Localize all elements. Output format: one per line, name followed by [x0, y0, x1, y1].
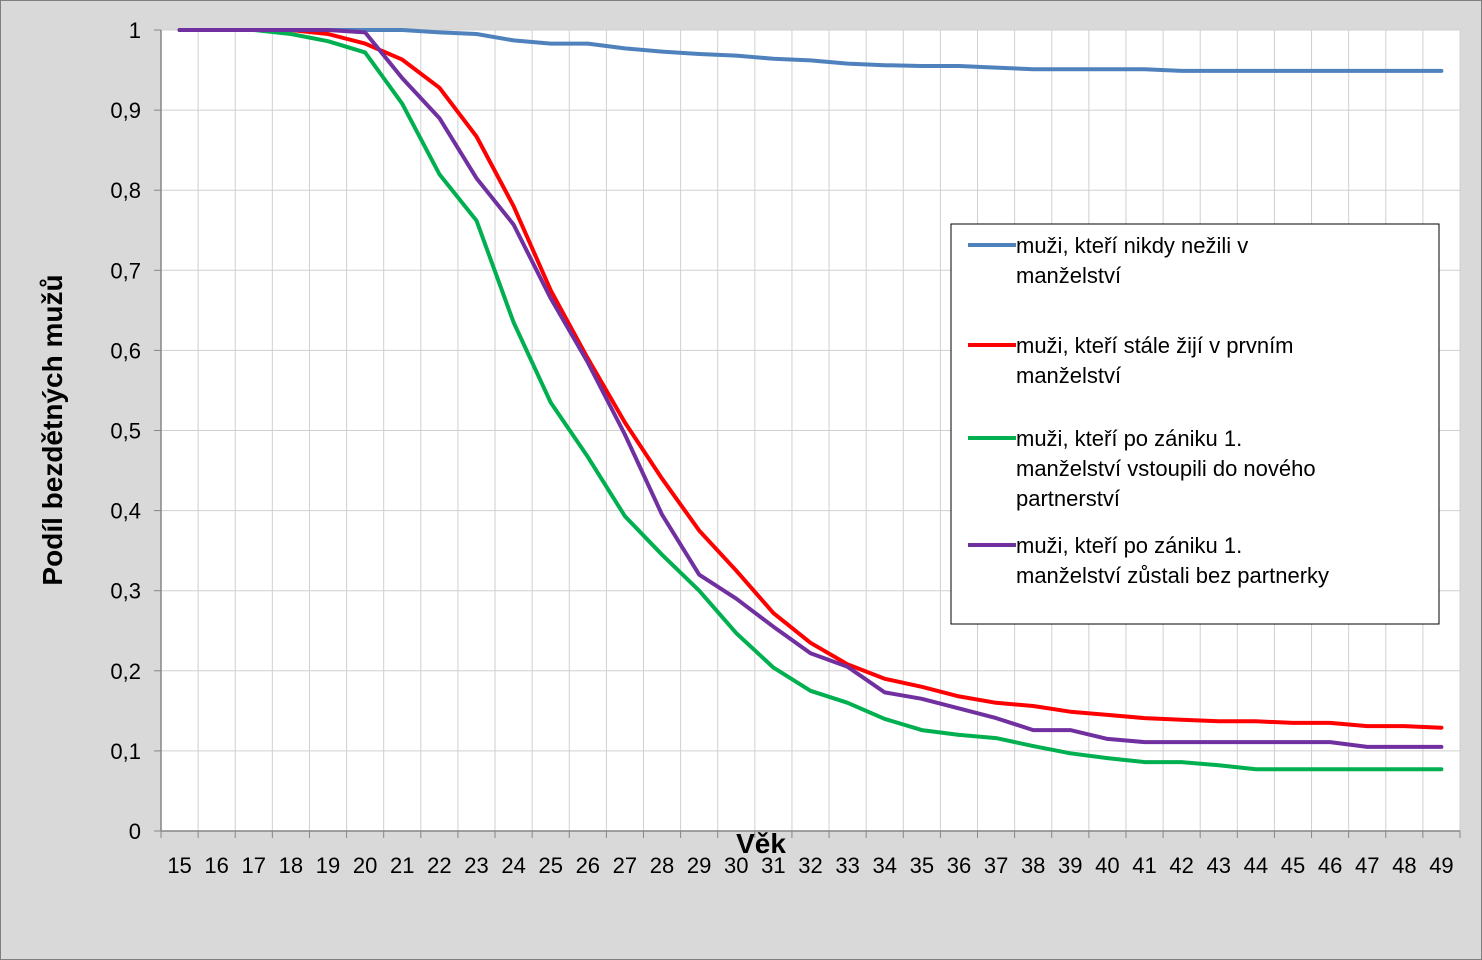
x-tick-label: 23	[464, 853, 488, 878]
x-tick-label: 21	[390, 853, 414, 878]
y-tick-label: 0,4	[110, 499, 141, 524]
y-tick-label: 0,7	[110, 258, 141, 283]
x-tick-label: 48	[1392, 853, 1416, 878]
y-tick-label: 0,6	[110, 338, 141, 363]
legend-label: muži, kteří nikdy nežili v	[1016, 233, 1248, 258]
x-tick-label: 25	[538, 853, 562, 878]
x-tick-label: 24	[501, 853, 525, 878]
x-tick-label: 38	[1021, 853, 1045, 878]
x-tick-label: 32	[798, 853, 822, 878]
axes	[154, 29, 1461, 838]
y-tick-label: 0,2	[110, 659, 141, 684]
legend-entry: muži, kteří stále žijí v prvním manželstv…	[968, 333, 1294, 388]
x-tick-label: 46	[1318, 853, 1342, 878]
x-tick-label: 22	[427, 853, 451, 878]
x-tick-label: 35	[910, 853, 934, 878]
series-line	[177, 28, 1444, 730]
legend-label: partnerství	[1016, 486, 1120, 511]
x-tick-label: 45	[1281, 853, 1305, 878]
x-tick-label: 19	[316, 853, 340, 878]
x-tick-label: 44	[1244, 853, 1268, 878]
x-tick-label: 40	[1095, 853, 1119, 878]
x-tick-label: 36	[947, 853, 971, 878]
series-line	[177, 28, 1444, 749]
legend-entries: muži, kteří nikdy nežili vmanželstvímuži…	[968, 233, 1329, 588]
x-tick-label: 33	[835, 853, 859, 878]
x-tick-label: 43	[1207, 853, 1231, 878]
legend-label: manželství zůstali bez partnerky	[1016, 563, 1329, 588]
x-tick-label: 47	[1355, 853, 1379, 878]
x-tick-label: 37	[984, 853, 1008, 878]
series-lines	[177, 28, 1444, 772]
legend: muži, kteří nikdy nežili vmanželstvímuži…	[950, 223, 1440, 625]
y-axis-title: Podíl bezdětných mužů	[37, 274, 68, 585]
y-tick-label: 0,9	[110, 98, 141, 123]
y-axis-tick-labels: 0 0,1 0,2 0,3 0,4 0,5 0,6 0,7 0,8 0,9 1	[110, 18, 141, 844]
series-line	[177, 28, 1444, 772]
legend-label: manželství	[1016, 363, 1121, 388]
x-tick-label: 49	[1429, 853, 1453, 878]
legend-box	[950, 223, 1440, 625]
x-tick-label: 31	[761, 853, 785, 878]
y-tick-label: 1	[129, 18, 141, 43]
y-tick-label: 0,8	[110, 178, 141, 203]
y-tick-label: 0,1	[110, 739, 141, 764]
x-tick-label: 30	[724, 853, 748, 878]
y-tick-label: 0,5	[110, 419, 141, 444]
x-tick-label: 18	[279, 853, 303, 878]
legend-label: manželství vstoupili do nového	[1016, 456, 1316, 481]
legend-label: manželství	[1016, 263, 1121, 288]
legend-entry: muži, kteří po zániku 1. manželství zůsta…	[968, 533, 1329, 588]
x-tick-label: 29	[687, 853, 711, 878]
x-tick-label: 26	[576, 853, 600, 878]
x-tick-label: 39	[1058, 853, 1082, 878]
legend-label: muži, kteří po zániku 1.	[1016, 426, 1242, 451]
x-axis-tick-labels: 15 16 17 18 19 20 21 22 23 24 25 26 27 28 29 30 31 32 33 34…	[167, 853, 1453, 878]
series-line	[177, 28, 1444, 73]
y-tick-label: 0	[129, 819, 141, 844]
x-tick-label: 34	[872, 853, 896, 878]
legend-label: muži, kteří stále žijí v prvním	[1016, 333, 1294, 358]
x-tick-label: 27	[613, 853, 637, 878]
legend-entry: muži, kteří po zániku 1. manželství vstou…	[968, 426, 1316, 511]
x-axis-title: Věk	[736, 828, 786, 859]
x-tick-label: 16	[204, 853, 228, 878]
x-tick-label: 17	[242, 853, 266, 878]
x-tick-label: 15	[167, 853, 191, 878]
y-tick-label: 0,3	[110, 579, 141, 604]
x-tick-label: 41	[1132, 853, 1156, 878]
x-tick-label: 42	[1169, 853, 1193, 878]
legend-label: muži, kteří po zániku 1.	[1016, 533, 1242, 558]
x-tick-label: 20	[353, 853, 377, 878]
legend-entry: muži, kteří nikdy nežili v manželství	[968, 233, 1248, 288]
x-tick-label: 28	[650, 853, 674, 878]
